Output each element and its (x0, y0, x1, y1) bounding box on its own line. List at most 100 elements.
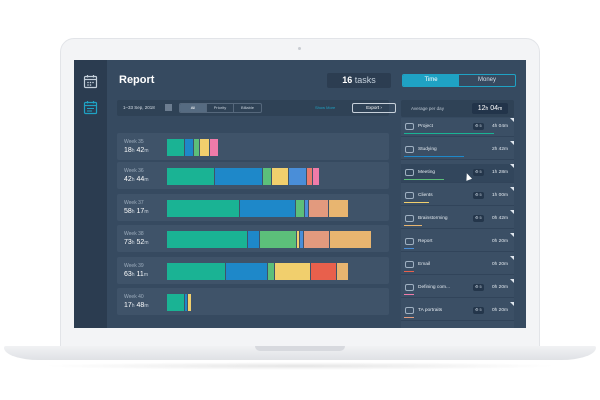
people-icon (405, 192, 414, 199)
category-item[interactable]: Clients ⚙ 5 1h 00m (401, 187, 514, 206)
bar-segment (311, 263, 336, 280)
category-item[interactable]: Project ⚙ 5 4h 04m (401, 118, 514, 137)
week-total: 73h 52m (124, 239, 149, 246)
average-value: 12h 04m (472, 103, 508, 114)
category-item[interactable]: Email 0h 20m (401, 256, 514, 275)
category-time: 2h 42m (492, 147, 508, 152)
week-label: Week 36 (124, 168, 144, 174)
category-time: 0h 20m (492, 239, 508, 244)
category-item[interactable]: Studying 2h 42m (401, 141, 514, 160)
average-label: Average per day (411, 106, 444, 111)
task-count-badge: ⚙ 5 (473, 123, 484, 130)
week-row[interactable]: Week 40 17h 48m (117, 288, 389, 315)
bar-segment (184, 294, 188, 311)
main-panel: Report 16 tasks Time Money 1–33 Sep, 201… (107, 60, 526, 328)
chart-icon (405, 238, 414, 245)
filter-priority[interactable]: Priority (207, 104, 234, 112)
tab-money[interactable]: Money (477, 77, 496, 83)
date-range[interactable]: 1–33 Sep, 2018 (123, 105, 155, 110)
week-bar (167, 294, 192, 311)
category-item[interactable]: Brainstorming ⚙ 5 0h 42m (401, 210, 514, 229)
bar-segment (167, 263, 225, 280)
category-time: 1h 00m (492, 193, 508, 198)
bar-segment (304, 231, 329, 248)
lock-icon (405, 307, 414, 314)
bar-segment (274, 263, 311, 280)
chat-icon (405, 169, 414, 176)
task-count-badge: ⚙ 5 (473, 192, 484, 199)
week-bar (167, 200, 349, 217)
bar-segment (209, 139, 218, 156)
calendar-icon[interactable] (83, 74, 98, 89)
week-row[interactable]: Week 36 42h 44m (117, 162, 389, 189)
date-picker-icon[interactable] (165, 104, 172, 111)
tasks-label: tasks (354, 75, 376, 85)
export-button[interactable]: Export › (352, 103, 396, 113)
category-progress-line (404, 179, 444, 180)
week-row[interactable]: Week 38 73h 52m (117, 225, 389, 252)
bar-segment (167, 200, 239, 217)
category-name: Meeting (418, 170, 436, 175)
category-progress-line (404, 294, 414, 295)
camera (298, 47, 301, 50)
category-progress-line (404, 317, 414, 318)
bar-segment (214, 168, 262, 185)
category-time: 1h 28m (492, 170, 508, 175)
task-count-badge: ⚙ 5 (473, 284, 484, 291)
category-item[interactable]: Defining com... ⚙ 5 0h 20m (401, 279, 514, 298)
category-name: TA portraits (418, 308, 443, 313)
laptop-shadow (40, 362, 560, 370)
bar-segment (289, 168, 306, 185)
bar-segment (268, 263, 274, 280)
week-label: Week 39 (124, 263, 144, 269)
filter-group: All Priority Billable (179, 103, 262, 113)
show-more-link[interactable]: Show More (315, 105, 336, 110)
filter-all[interactable]: All (180, 104, 207, 112)
average-per-day: Average per day 12h 04m (401, 100, 514, 117)
task-count-badge: ⚙ 5 (473, 169, 484, 176)
bar-segment (188, 294, 191, 311)
category-progress-line (404, 271, 414, 272)
week-row[interactable]: Week 39 63h 11m (117, 257, 389, 284)
sidebar (74, 60, 107, 328)
filter-billable[interactable]: Billable (241, 105, 254, 110)
tab-time[interactable]: Time (403, 75, 459, 86)
corner-marker (510, 233, 514, 237)
category-time: 4h 04m (492, 124, 508, 129)
bar-segment (313, 168, 319, 185)
corner-marker (510, 256, 514, 260)
lightbulb-icon (405, 215, 414, 222)
bar-segment (271, 168, 289, 185)
category-progress-line (404, 133, 494, 134)
corner-marker (510, 187, 514, 191)
category-item[interactable]: Meeting ⚙ 5 1h 28m (401, 164, 514, 183)
category-item[interactable]: TA portraits ⚙ 5 0h 20m (401, 302, 514, 321)
category-time: 0h 20m (492, 308, 508, 313)
task-count-badge: ⚙ 5 (473, 307, 484, 314)
laptop-base (4, 346, 596, 360)
laptop-notch (255, 346, 345, 351)
bar-segment (300, 231, 303, 248)
report-calendar-icon[interactable] (83, 100, 98, 115)
bar-segment (306, 168, 313, 185)
mouse-cursor-icon (463, 172, 473, 181)
task-count-badge: ⚙ 5 (473, 215, 484, 222)
week-total: 17h 48m (124, 302, 149, 309)
category-item[interactable]: Report 0h 20m (401, 233, 514, 252)
bar-segment (247, 231, 259, 248)
category-list: Project ⚙ 5 4h 04m Studying 2h 42m Meeting ⚙ 5… (401, 118, 514, 328)
bar-segment (259, 231, 296, 248)
week-label: Week 35 (124, 139, 144, 145)
bar-segment (167, 139, 184, 156)
week-row[interactable]: Week 35 18h 42m (117, 133, 389, 160)
category-progress-line (404, 248, 414, 249)
category-time: 0h 20m (492, 262, 508, 267)
week-bar (167, 168, 320, 185)
week-row[interactable]: Week 37 58h 17m (117, 194, 389, 221)
category-progress-line (404, 225, 422, 226)
page-title: Report (119, 74, 155, 86)
category-name: Email (418, 262, 430, 267)
category-name: Defining com... (418, 285, 450, 290)
corner-marker (510, 118, 514, 122)
week-bar (167, 263, 349, 280)
